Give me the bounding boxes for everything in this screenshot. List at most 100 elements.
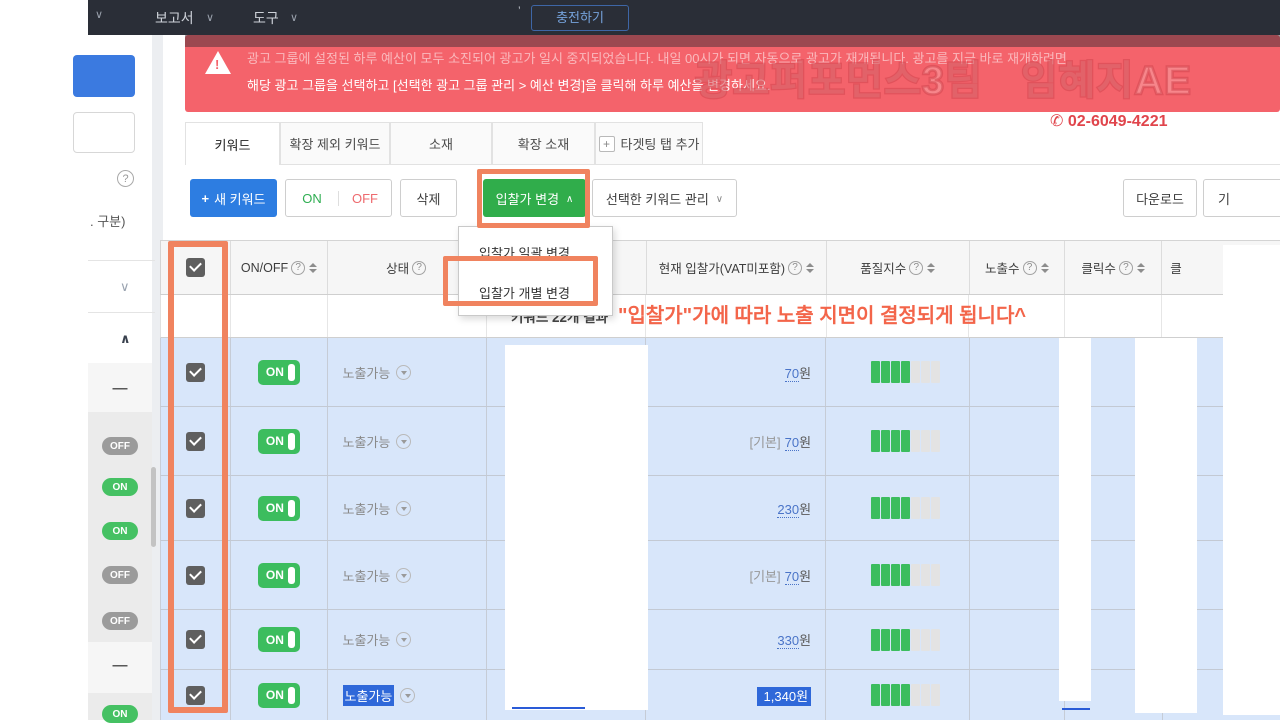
status-dropdown-icon[interactable] (396, 632, 412, 647)
divider (88, 260, 155, 261)
tab-extended-ads[interactable]: 확장 소재 (492, 122, 595, 165)
chevron-up-icon: ∧ (566, 193, 574, 205)
highlight-box-individual-bid-change (443, 256, 598, 306)
header-impressions[interactable]: 노출수 ? (970, 241, 1065, 294)
tab-keywords[interactable]: 키워드 (185, 122, 280, 165)
chevron-up-icon[interactable]: ∧ (120, 331, 131, 346)
help-icon[interactable]: ? (117, 170, 134, 187)
header-quality-index[interactable]: 품질지수 ? (827, 241, 970, 294)
tab-underline (280, 164, 1280, 165)
row-checkbox[interactable] (186, 630, 206, 649)
status-dropdown-icon[interactable] (400, 687, 416, 703)
top-navbar: ∨ 보고서 ∨ 도구 ∨ ’ 충전하기 (88, 0, 1280, 35)
select-all-checkbox[interactable] (186, 258, 206, 277)
tab-ads[interactable]: 소재 (390, 122, 492, 165)
download-button[interactable]: 다운로드 (1123, 179, 1197, 217)
menu-reports[interactable]: 보고서 (155, 10, 194, 26)
sort-icon[interactable] (806, 262, 815, 273)
onoff-toggle[interactable]: ON (257, 495, 300, 521)
help-icon[interactable]: ? (291, 260, 306, 275)
sort-icon[interactable] (309, 262, 318, 273)
menu-tools[interactable]: 도구 (253, 10, 279, 26)
watermark-name: 임혜지AE (1020, 58, 1192, 105)
sort-icon[interactable] (1136, 262, 1145, 273)
help-icon[interactable]: ? (909, 260, 924, 275)
onoff-toggle[interactable]: ON (257, 428, 300, 454)
highlight-box-bid-change-button (477, 169, 590, 228)
status-dropdown-icon[interactable] (396, 364, 412, 380)
bid-link[interactable]: 1,340 (763, 688, 797, 704)
status-dropdown-icon[interactable] (396, 567, 412, 583)
impressions-link-underline (1062, 708, 1090, 710)
tick-mark: ’ (518, 4, 521, 18)
manage-selected-keywords-button[interactable]: 선택한 키워드 관리 ∨ (592, 179, 737, 217)
tab-add-targeting[interactable]: + 타겟팅 탭 추가 (595, 122, 703, 165)
charge-button[interactable]: 충전하기 (531, 5, 629, 31)
table-row: ON 노출가능 70원 (160, 338, 1280, 407)
bid-link[interactable]: 330 (777, 633, 800, 649)
onoff-toggle[interactable]: ON (257, 627, 300, 652)
chevron-down-icon[interactable]: ∨ (95, 9, 104, 21)
keyword-link-underline (512, 707, 585, 709)
chevron-down-icon[interactable]: ∨ (120, 279, 130, 294)
status-dropdown-icon[interactable] (396, 433, 412, 449)
table-row: ON 노출가능 [기본] 70원 (160, 541, 1280, 610)
page-gutter (152, 35, 163, 720)
status-label: 노출가능 (342, 501, 391, 517)
watermark-phone: ✆ 02-6049-4221 (1050, 113, 1168, 130)
onoff-toggle[interactable]: ON (257, 562, 300, 588)
budget-alert-banner: ! 광고 그룹에 설정된 하루 예산이 모두 소진되어 광고가 일시 중지되었습… (185, 35, 1280, 112)
sidebar-input[interactable] (73, 112, 135, 153)
help-icon[interactable]: ? (1022, 260, 1037, 275)
help-icon[interactable]: ? (412, 260, 427, 275)
chevron-down-icon: ∨ (715, 193, 724, 205)
bid-cell: 330원 (777, 633, 812, 649)
row-checkbox[interactable] (186, 685, 206, 705)
onoff-toggle[interactable]: ON (257, 682, 300, 708)
help-icon[interactable]: ? (1118, 260, 1133, 275)
help-icon[interactable]: ? (788, 260, 803, 275)
table-subheader-row (160, 295, 1280, 338)
bid-cell: [기본] 70원 (749, 568, 812, 585)
bid-change-button[interactable]: 입찰가 변경 ∧ (483, 179, 586, 217)
new-keyword-button[interactable]: + 새 키워드 (190, 179, 277, 217)
sidebar-status-badge: OFF (88, 566, 152, 584)
bid-link[interactable]: 70 (784, 434, 800, 451)
row-checkbox[interactable] (186, 362, 206, 382)
bid-link[interactable]: 70 (784, 365, 800, 382)
partial-right-button[interactable]: 기 (1203, 179, 1280, 217)
row-checkbox[interactable] (186, 565, 206, 585)
status-label: 노출가능 (342, 568, 391, 584)
sort-icon[interactable] (1040, 262, 1049, 273)
warning-bang: ! (215, 57, 220, 72)
onoff-toggle[interactable]: ON (257, 359, 300, 385)
plus-icon: + (598, 135, 615, 152)
menu-item-individual-bid-change[interactable]: 입찰가 개별 변경 (479, 285, 570, 301)
status-dropdown-icon[interactable] (396, 500, 412, 516)
row-checkbox[interactable] (186, 498, 206, 518)
quality-index-bar (871, 684, 941, 706)
table-row-selected: ON 노출가능 1,340원 (160, 670, 1280, 720)
on-button[interactable]: ON (286, 190, 339, 206)
header-clicks[interactable]: 클릭수 ? (1065, 241, 1163, 294)
sidebar-stripe (88, 363, 152, 412)
delete-button[interactable]: 삭제 (400, 179, 457, 217)
status-label: 노출가능 (342, 633, 391, 648)
row-checkbox[interactable] (186, 431, 206, 451)
bid-link[interactable]: 70 (784, 568, 800, 585)
tab-excluded-keywords[interactable]: 확장 제외 키워드 (280, 122, 390, 165)
bid-cell: 1,340원 (756, 686, 812, 706)
off-button[interactable]: OFF (352, 190, 378, 206)
chevron-down-icon: ∨ (206, 12, 215, 24)
header-onoff[interactable]: ON/OFF ? (231, 241, 328, 294)
sidebar-blue-button[interactable] (73, 55, 135, 97)
sidebar-status-minus: — (112, 656, 128, 674)
sidebar-scrollbar[interactable] (151, 467, 156, 547)
sort-icon[interactable] (927, 262, 936, 273)
phone-icon: ✆ (1050, 113, 1064, 130)
alert-text-line1: 광고 그룹에 설정된 하루 예산이 모두 소진되어 광고가 일시 중지되었습니다… (247, 51, 1067, 66)
status-label: 노출가능 (342, 684, 395, 706)
bid-link[interactable]: 230 (777, 501, 800, 518)
header-current-bid[interactable]: 현재 입찰가(VAT미포함) ? (647, 241, 827, 294)
plus-icon: + (201, 190, 210, 206)
